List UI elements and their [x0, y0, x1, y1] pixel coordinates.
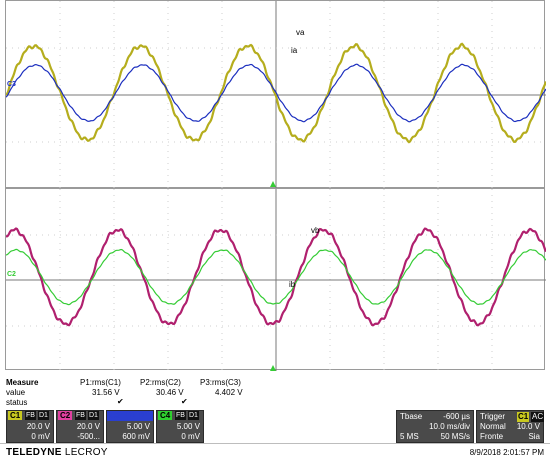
timebase-samples: 5 MS: [400, 432, 419, 441]
channel-badge: D1: [138, 411, 149, 420]
channel-header: C4 FB D1: [157, 411, 203, 421]
channel-vdiv: 20.0 V: [76, 422, 100, 431]
brand-logo: TELEDYNE LECROY: [6, 447, 108, 458]
trigger-label: Trigger: [480, 412, 506, 421]
measure-status-check: ✔: [181, 397, 188, 406]
channel-box-c1[interactable]: C1 FB D1 20.0 V 0 mV: [6, 410, 54, 443]
timebase-label: Tbase: [400, 412, 423, 421]
timebase-box[interactable]: Tbase -600 µs 10.0 ms/div 5 MS 50 MS/s: [396, 410, 474, 443]
channel-badge: FB: [25, 411, 36, 420]
measure-row-value: value: [6, 388, 26, 397]
channel-id: C3: [108, 411, 123, 420]
channel-badge: D1: [188, 411, 199, 420]
footer-bar: TELEDYNE LECROY 8/9/2018 2:01:57 PM: [0, 443, 550, 462]
trigger-side: Sia: [528, 432, 540, 441]
channel-header: C1 FB D1: [7, 411, 53, 421]
channel-badge: D1: [88, 411, 99, 420]
trigger-coupling: AC: [531, 412, 545, 422]
channel-header: C2 FB D1: [57, 411, 103, 421]
datetime-stamp: 8/9/2018 2:01:57 PM: [469, 448, 544, 457]
trigger-box[interactable]: Trigger C1 AC Normal 10.0 V Fronte Sia: [476, 410, 545, 443]
measure-status-check: ✔: [117, 397, 124, 406]
channel-offset: 600 mV: [122, 432, 150, 441]
channel-marker-c3: C3: [7, 81, 16, 88]
trigger-mode: Normal: [480, 422, 506, 431]
channel-id: C1: [8, 411, 23, 420]
measure-param-value: 4.402 V: [215, 388, 243, 397]
channel-vdiv: 5.00 V: [126, 422, 150, 431]
brand-main: TELEDYNE: [6, 447, 62, 458]
measure-table: Measure value status P1:rms(C1) 31.56 V …: [0, 376, 550, 410]
measure-param-name[interactable]: P1:rms(C1): [80, 378, 121, 387]
channel-badge: FB: [125, 411, 136, 420]
trigger-marker-bottom: [270, 365, 276, 371]
label-ia: ia: [291, 46, 298, 55]
channel-id: C2: [58, 411, 73, 420]
channel-badge: FB: [175, 411, 186, 420]
top-waveform-svg: [6, 1, 546, 189]
bottom-graticule: [6, 189, 546, 371]
channel-vdiv: 20.0 V: [26, 422, 50, 431]
trigger-slope: Fronte: [480, 432, 504, 441]
trace-ia: [6, 63, 546, 123]
channel-badge: D1: [38, 411, 49, 420]
bottom-waveform-grid: vb ib C2: [5, 188, 546, 371]
channel-header: C3 FB D1: [107, 411, 153, 421]
top-waveform-grid: va ia C3: [5, 0, 546, 189]
channel-box-c3[interactable]: C3 FB D1 5.00 V 600 mV: [106, 410, 154, 443]
channel-offset: 0 mV: [31, 432, 50, 441]
measure-param-value: 30.46 V: [156, 388, 184, 397]
trigger-level: 10.0 V: [516, 422, 540, 431]
trace-va: [6, 42, 546, 144]
measure-param-name[interactable]: P3:rms(C3): [200, 378, 241, 387]
timebase-rate: 50 MS/s: [440, 432, 470, 441]
label-va: va: [296, 28, 305, 37]
label-vb: vb: [311, 226, 320, 235]
bottom-waveform-svg: [6, 189, 546, 371]
measure-row-status: status: [6, 398, 28, 407]
measure-param-name[interactable]: P2:rms(C2): [140, 378, 181, 387]
channel-id: C4: [158, 411, 173, 420]
channel-box-c4[interactable]: C4 FB D1 5.00 V 0 mV: [156, 410, 204, 443]
channel-box-c2[interactable]: C2 FB D1 20.0 V -500...: [56, 410, 104, 443]
channel-offset: -500...: [77, 432, 100, 441]
timebase-per-div: 10.0 ms/div: [429, 422, 470, 431]
channel-offset: 0 mV: [181, 432, 200, 441]
trigger-marker-top: [270, 181, 276, 187]
timebase-delay: -600 µs: [443, 412, 470, 421]
trace-ib: [6, 248, 546, 306]
label-ib: ib: [289, 280, 296, 289]
channel-marker-c2: C2: [7, 271, 16, 278]
measure-param-value: 31.56 V: [92, 388, 120, 397]
brand-sub: LECROY: [64, 447, 108, 458]
trigger-source: C1: [517, 412, 530, 422]
channel-badge: FB: [75, 411, 86, 420]
channel-vdiv: 5.00 V: [176, 422, 200, 431]
measure-title: Measure: [6, 378, 39, 387]
trace-vb: [6, 227, 546, 327]
